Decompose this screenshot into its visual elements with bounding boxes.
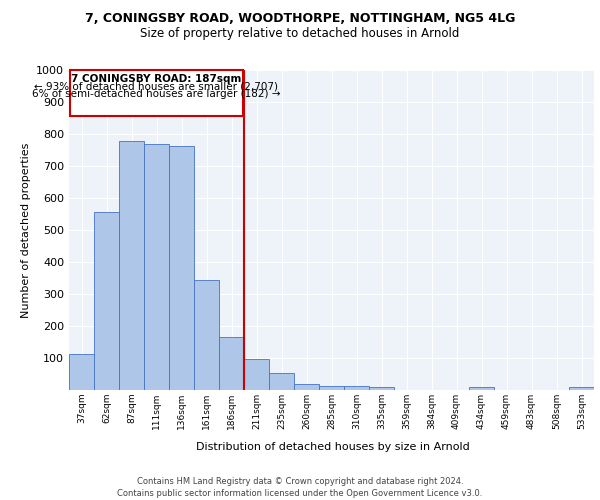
Bar (294, 384, 319, 390)
Bar (569, 387, 594, 390)
Text: Size of property relative to detached houses in Arnold: Size of property relative to detached ho… (140, 28, 460, 40)
Bar (69, 354, 94, 390)
FancyBboxPatch shape (70, 70, 243, 116)
Bar (219, 337, 244, 390)
Bar (144, 144, 169, 390)
Bar (244, 359, 269, 390)
Bar (194, 280, 219, 390)
Bar (94, 212, 119, 390)
Text: 7, CONINGSBY ROAD, WOODTHORPE, NOTTINGHAM, NG5 4LG: 7, CONINGSBY ROAD, WOODTHORPE, NOTTINGHA… (85, 12, 515, 26)
Text: Contains HM Land Registry data © Crown copyright and database right 2024.: Contains HM Land Registry data © Crown c… (137, 478, 463, 486)
Bar (319, 386, 344, 390)
Text: Contains public sector information licensed under the Open Government Licence v3: Contains public sector information licen… (118, 489, 482, 498)
Text: ← 93% of detached houses are smaller (2,707): ← 93% of detached houses are smaller (2,… (34, 81, 278, 91)
Bar (344, 386, 369, 390)
Text: Distribution of detached houses by size in Arnold: Distribution of detached houses by size … (196, 442, 470, 452)
Text: 6% of semi-detached houses are larger (182) →: 6% of semi-detached houses are larger (1… (32, 88, 280, 99)
Bar (269, 372, 294, 390)
Y-axis label: Number of detached properties: Number of detached properties (20, 142, 31, 318)
Bar (369, 387, 394, 390)
Bar (119, 141, 144, 390)
Text: 7 CONINGSBY ROAD: 187sqm: 7 CONINGSBY ROAD: 187sqm (71, 74, 241, 84)
Bar (169, 146, 194, 390)
Bar (469, 387, 494, 390)
